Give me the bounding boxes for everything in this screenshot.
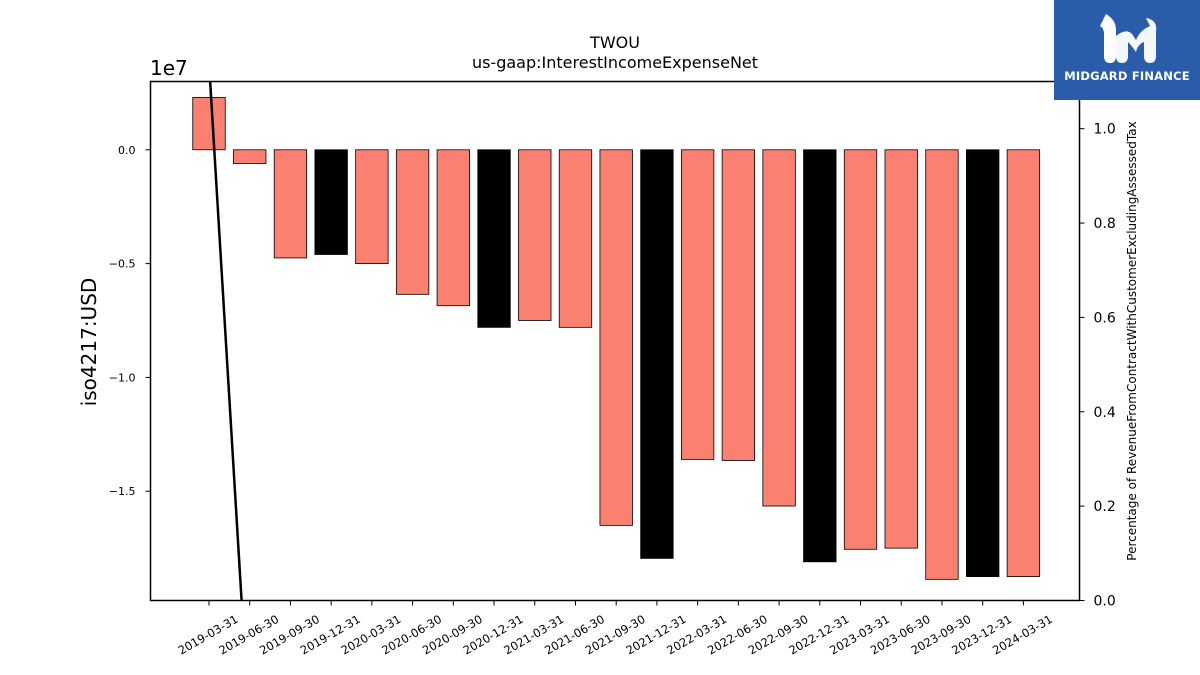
- bar-2024-03-31: [1006, 149, 1041, 577]
- chart-title: TWOU: [589, 33, 640, 52]
- bar-2022-12-31: [803, 149, 837, 563]
- bar-2021-06-30: [558, 149, 593, 328]
- bar-2021-09-30: [599, 149, 633, 526]
- chart-subtitle: us-gaap:InterestIncomeExpenseNet: [472, 53, 758, 72]
- y-tick-label: −0.5: [109, 258, 136, 271]
- bar-2020-12-31: [477, 149, 511, 328]
- bar-2021-12-31: [640, 149, 674, 559]
- y-offset-label: 1e7: [150, 56, 188, 80]
- bar-2023-12-31: [966, 149, 1000, 577]
- bar-2023-03-31: [843, 149, 878, 550]
- y-tick-label: 0.0: [118, 144, 136, 157]
- bar-2019-06-30: [233, 149, 267, 164]
- y2-tick-label: 0.2: [1094, 499, 1116, 515]
- y-tick-label: −1.5: [109, 485, 136, 498]
- bar-2022-09-30: [762, 149, 796, 507]
- y2-tick-label: 0.0: [1094, 594, 1116, 610]
- midgard-finance-logo: MIDGARD FINANCE: [1054, 0, 1200, 100]
- y2-tick-label: 1.0: [1094, 122, 1116, 138]
- bars-group: [192, 97, 1041, 580]
- bar-2020-06-30: [395, 149, 430, 295]
- bar-2021-03-31: [518, 149, 552, 321]
- bar-2019-09-30: [273, 149, 308, 259]
- logo-mark-icon: [1100, 14, 1157, 63]
- bar-2019-12-31: [314, 149, 348, 255]
- bar-2019-03-31: [192, 97, 226, 151]
- bar-2022-06-30: [721, 149, 756, 461]
- bar-2023-06-30: [884, 149, 918, 549]
- revenue-percentage-line: [208, 81, 243, 601]
- line-series-group: [208, 81, 243, 601]
- y2-tick-label: 0.8: [1094, 216, 1116, 232]
- bar-2020-09-30: [436, 149, 470, 307]
- y2-axis-label: Percentage of RevenueFromContractWithCus…: [1125, 121, 1139, 560]
- bar-2020-03-31: [355, 149, 389, 265]
- logo-text: MIDGARD FINANCE: [1064, 69, 1190, 83]
- y-tick-label: −1.0: [109, 371, 136, 384]
- bar-2022-03-31: [680, 149, 715, 460]
- y-axis-label: iso4217:USD: [77, 278, 101, 407]
- y2-tick-label: 0.6: [1094, 310, 1116, 326]
- y2-tick-label: 0.4: [1094, 405, 1116, 421]
- bar-2023-09-30: [925, 149, 959, 580]
- plot-frame: [149, 80, 1081, 602]
